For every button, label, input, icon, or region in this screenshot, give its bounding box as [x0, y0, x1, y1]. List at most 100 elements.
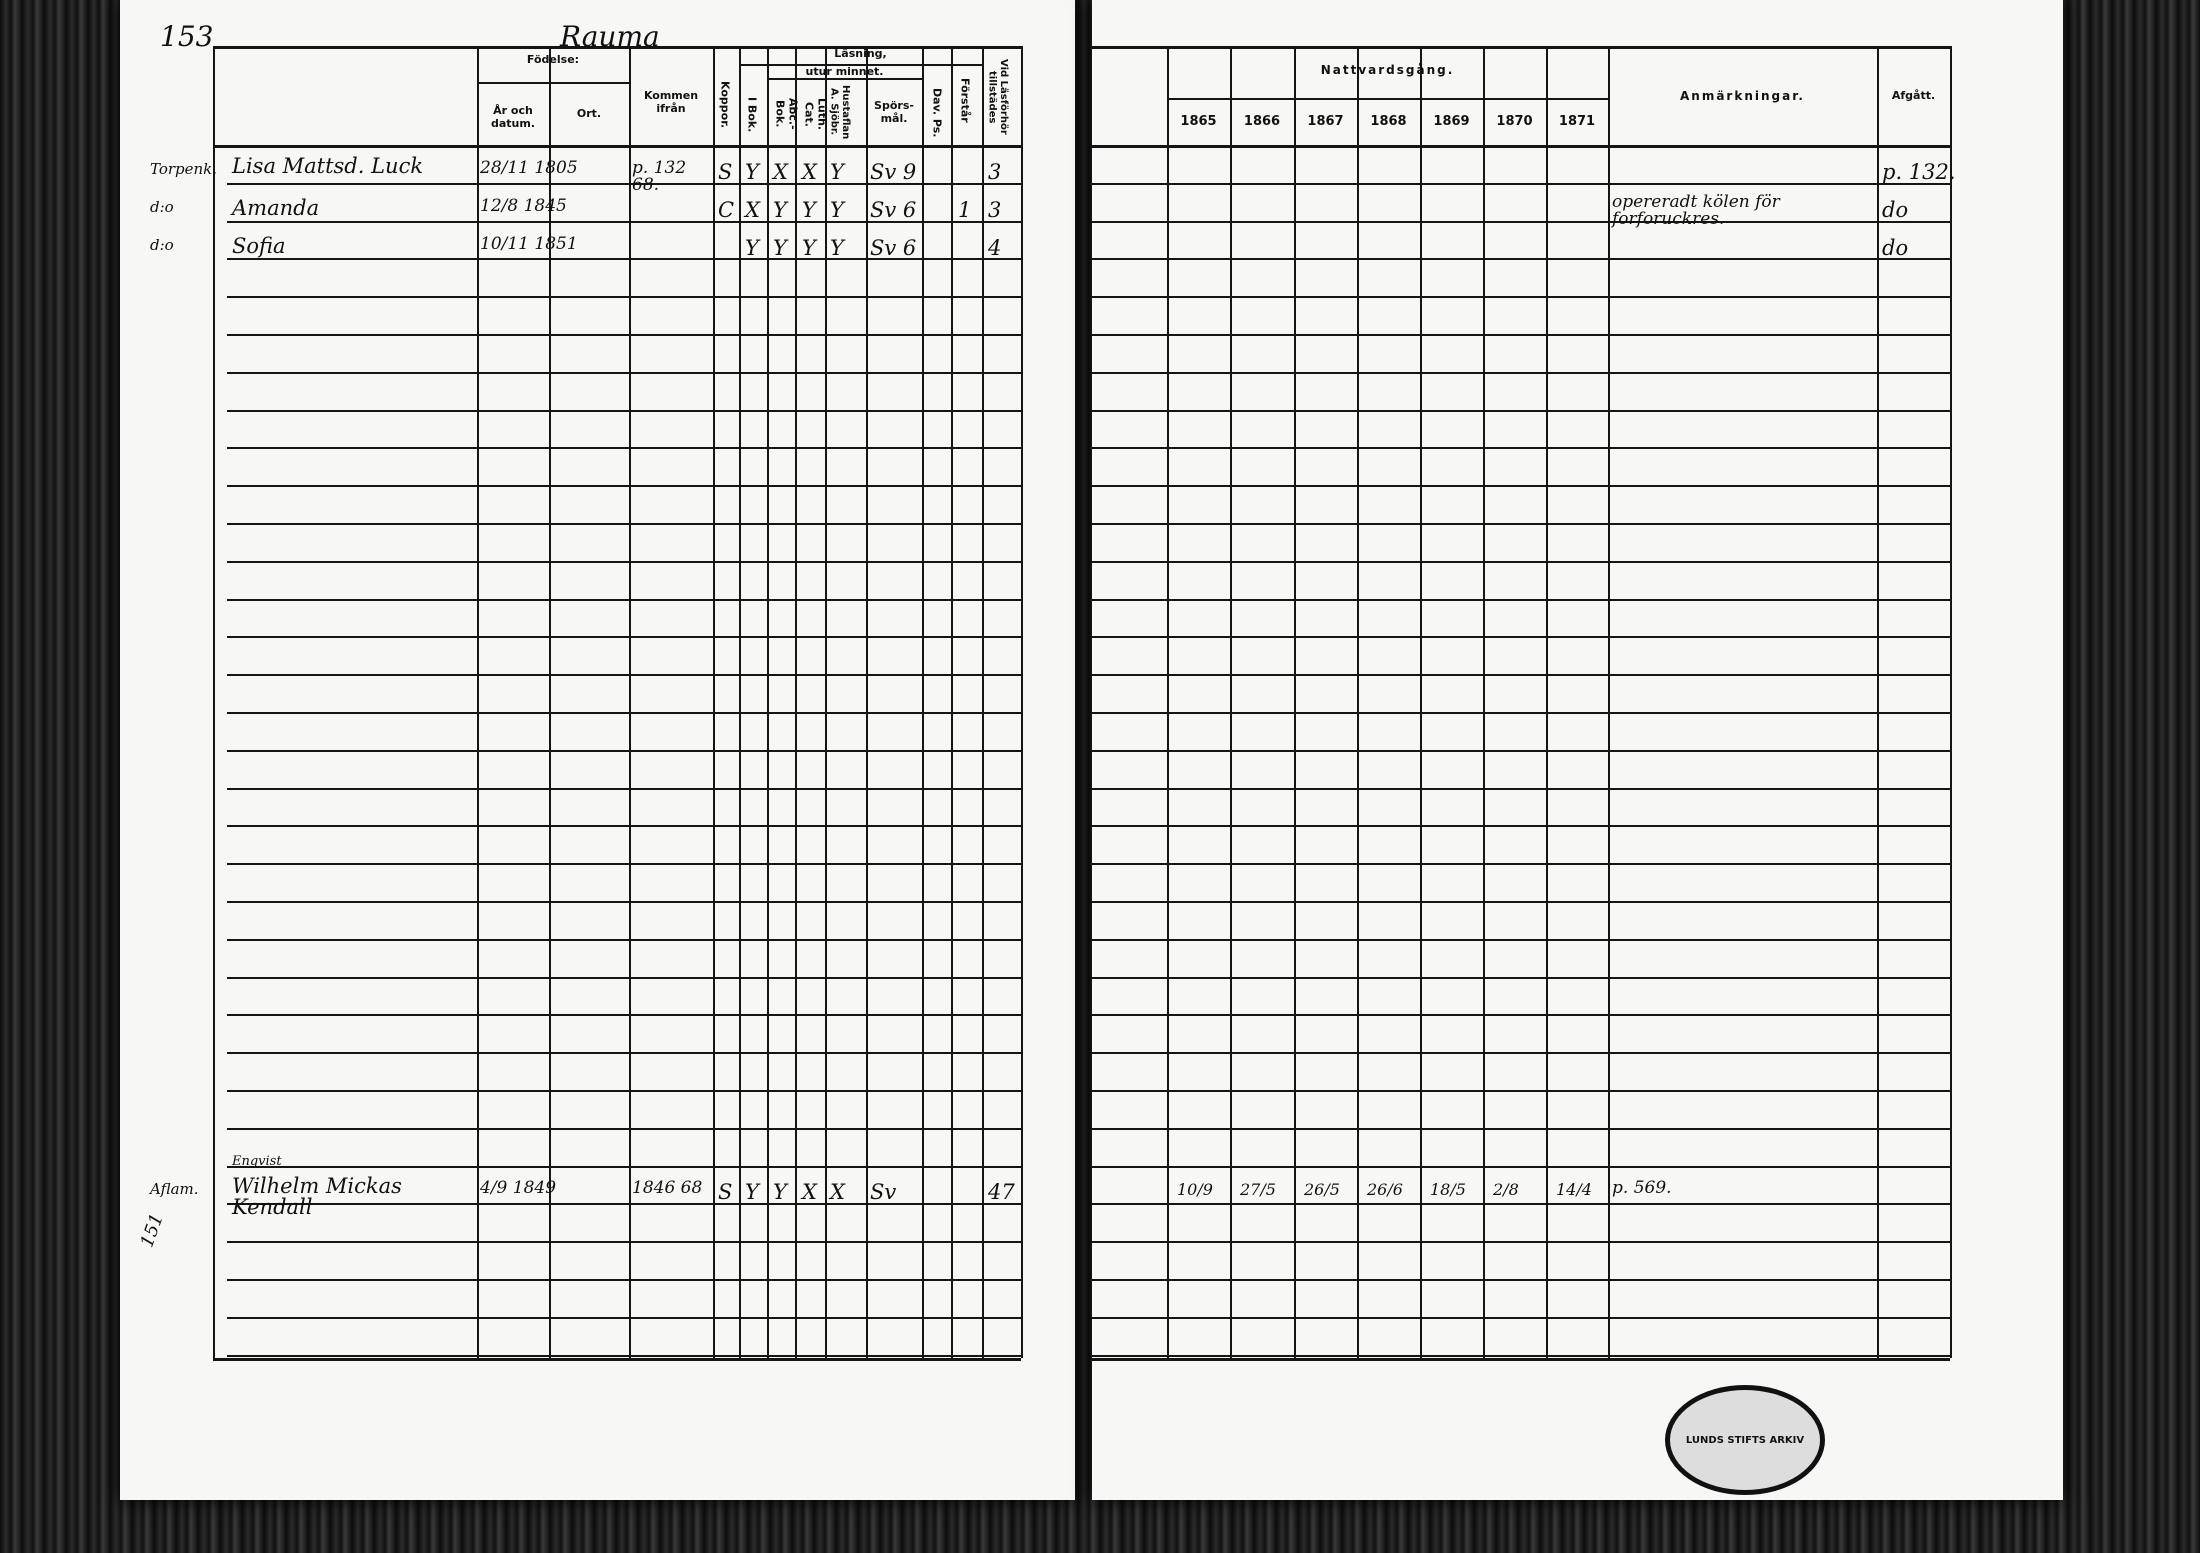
column-rule [1230, 46, 1232, 1358]
column-rule [951, 46, 953, 1358]
header-koppor: Koppor. [718, 81, 732, 129]
sporsmal: Sv 9 [870, 160, 917, 184]
column-rule [767, 46, 769, 1358]
remark: p. 569. [1612, 1178, 1672, 1198]
parish-name: Rauma [560, 20, 660, 53]
sporsmal: Sv 6 [870, 198, 917, 222]
row-rule [227, 598, 1021, 601]
header-nattvardsgang: Nattvardsgång. [1320, 63, 1455, 77]
row-rule [1092, 1203, 1950, 1206]
column-rule [1483, 46, 1485, 1358]
abc-bok: Y [773, 198, 787, 222]
archive-stamp: LUNDS STIFTS ARKIV [1665, 1385, 1825, 1495]
header-dav-ps: Dav. Ps. [930, 88, 944, 138]
row-rule [227, 787, 1021, 790]
name: Amanda [232, 196, 320, 220]
row-rule [1092, 1165, 1950, 1168]
row-rule [1092, 787, 1950, 790]
communion-date: 14/4 [1556, 1180, 1592, 1199]
hustaflan: X [830, 1180, 845, 1204]
role: Torpenk. [150, 160, 218, 178]
column-rule [922, 46, 924, 1358]
row-rule [227, 220, 1021, 223]
abc-bok: Y [773, 236, 787, 260]
top-rule [213, 46, 1021, 49]
column-rule [713, 46, 715, 1358]
row-rule [1092, 334, 1950, 336]
row-rule [227, 409, 1021, 412]
row-rule [1092, 1316, 1950, 1319]
header-vid-lasforhor: Vid Läsförhör tillstädes [986, 59, 1010, 135]
name-note: Enqvist [232, 1154, 282, 1169]
subheader-rule [767, 78, 922, 80]
column-rule [549, 46, 551, 1358]
vid-lasforhor: 3 [988, 160, 1002, 184]
row-rule [1092, 901, 1950, 903]
luth-cat: X [802, 160, 817, 184]
row-rule [227, 334, 1021, 336]
i-bok: Y [745, 236, 759, 260]
column-rule [1021, 46, 1023, 1358]
row-rule [227, 1090, 1021, 1092]
remark: opereradt kölen för forforuckres. [1612, 192, 1780, 229]
abc-bok: Y [773, 1180, 787, 1204]
row-rule [1092, 371, 1950, 374]
header-afgatt: Afgått. [1891, 89, 1936, 102]
row-rule [227, 674, 1021, 677]
luth-cat: Y [802, 198, 816, 222]
header-ar-datum: År och datum. [490, 104, 536, 130]
birth-date: 4/9 1849 [480, 1178, 557, 1198]
column-rule [1294, 46, 1296, 1358]
row-rule [1092, 1014, 1950, 1017]
row-rule [1092, 1354, 1950, 1357]
row-rule [1092, 863, 1950, 866]
header-anmarkningar: Anmärkningar. [1680, 89, 1805, 103]
year-header: 1865 [1180, 114, 1217, 129]
row-rule [227, 371, 1021, 374]
vid-lasforhor: 4 [988, 236, 1002, 260]
row-rule [1092, 485, 1950, 488]
header-sporsmal: Spörs-mål. [874, 99, 914, 125]
row-rule [1092, 182, 1950, 185]
koppor: S [718, 1180, 733, 1204]
row-rule [227, 182, 1021, 185]
row-rule [227, 447, 1021, 450]
row-rule [227, 712, 1021, 714]
hustaflan: Y [830, 160, 844, 184]
subheader-rule [1167, 98, 1608, 100]
communion-date: 18/5 [1430, 1180, 1466, 1199]
header-rule [1092, 145, 1950, 148]
name: Wilhelm Mickas Kendall [232, 1174, 402, 1219]
row-rule [1092, 598, 1950, 601]
row-rule [1092, 523, 1950, 525]
column-rule [1420, 46, 1422, 1358]
header-hustaflan: Hustaflan A. Sjöbr. [828, 84, 852, 140]
column-rule [213, 46, 215, 1358]
role: d:o [150, 236, 174, 254]
page-number: 153 [160, 20, 214, 53]
role: Aflam. [150, 1180, 199, 1198]
subheader-rule [477, 82, 629, 84]
hustaflan: Y [830, 198, 844, 222]
header-i-bok: I Bok. [745, 97, 759, 133]
header-utur-minnet: utur minnet. [805, 65, 884, 78]
year-header: 1868 [1370, 114, 1407, 129]
kommen-ifran: 1846 68 [632, 1178, 703, 1198]
row-rule [1092, 825, 1950, 828]
i-bok: Y [745, 1180, 759, 1204]
row-rule [1092, 1052, 1950, 1055]
communion-date: 10/9 [1177, 1180, 1213, 1199]
vid-lasforhor: 47 [988, 1180, 1015, 1204]
year-header: 1866 [1243, 114, 1281, 129]
name: Sofia [232, 234, 286, 258]
bottom-rule [1092, 1358, 1950, 1361]
year-header: 1870 [1496, 114, 1533, 129]
row-rule [1092, 1090, 1950, 1092]
row-rule [227, 636, 1021, 639]
row-rule [1092, 409, 1950, 412]
header-fodelse: Födelse: [526, 53, 580, 66]
row-rule [227, 976, 1021, 979]
year-header: 1871 [1558, 114, 1596, 129]
sporsmal: Sv 6 [870, 236, 917, 260]
afgatt: p. 132. [1882, 160, 1956, 184]
